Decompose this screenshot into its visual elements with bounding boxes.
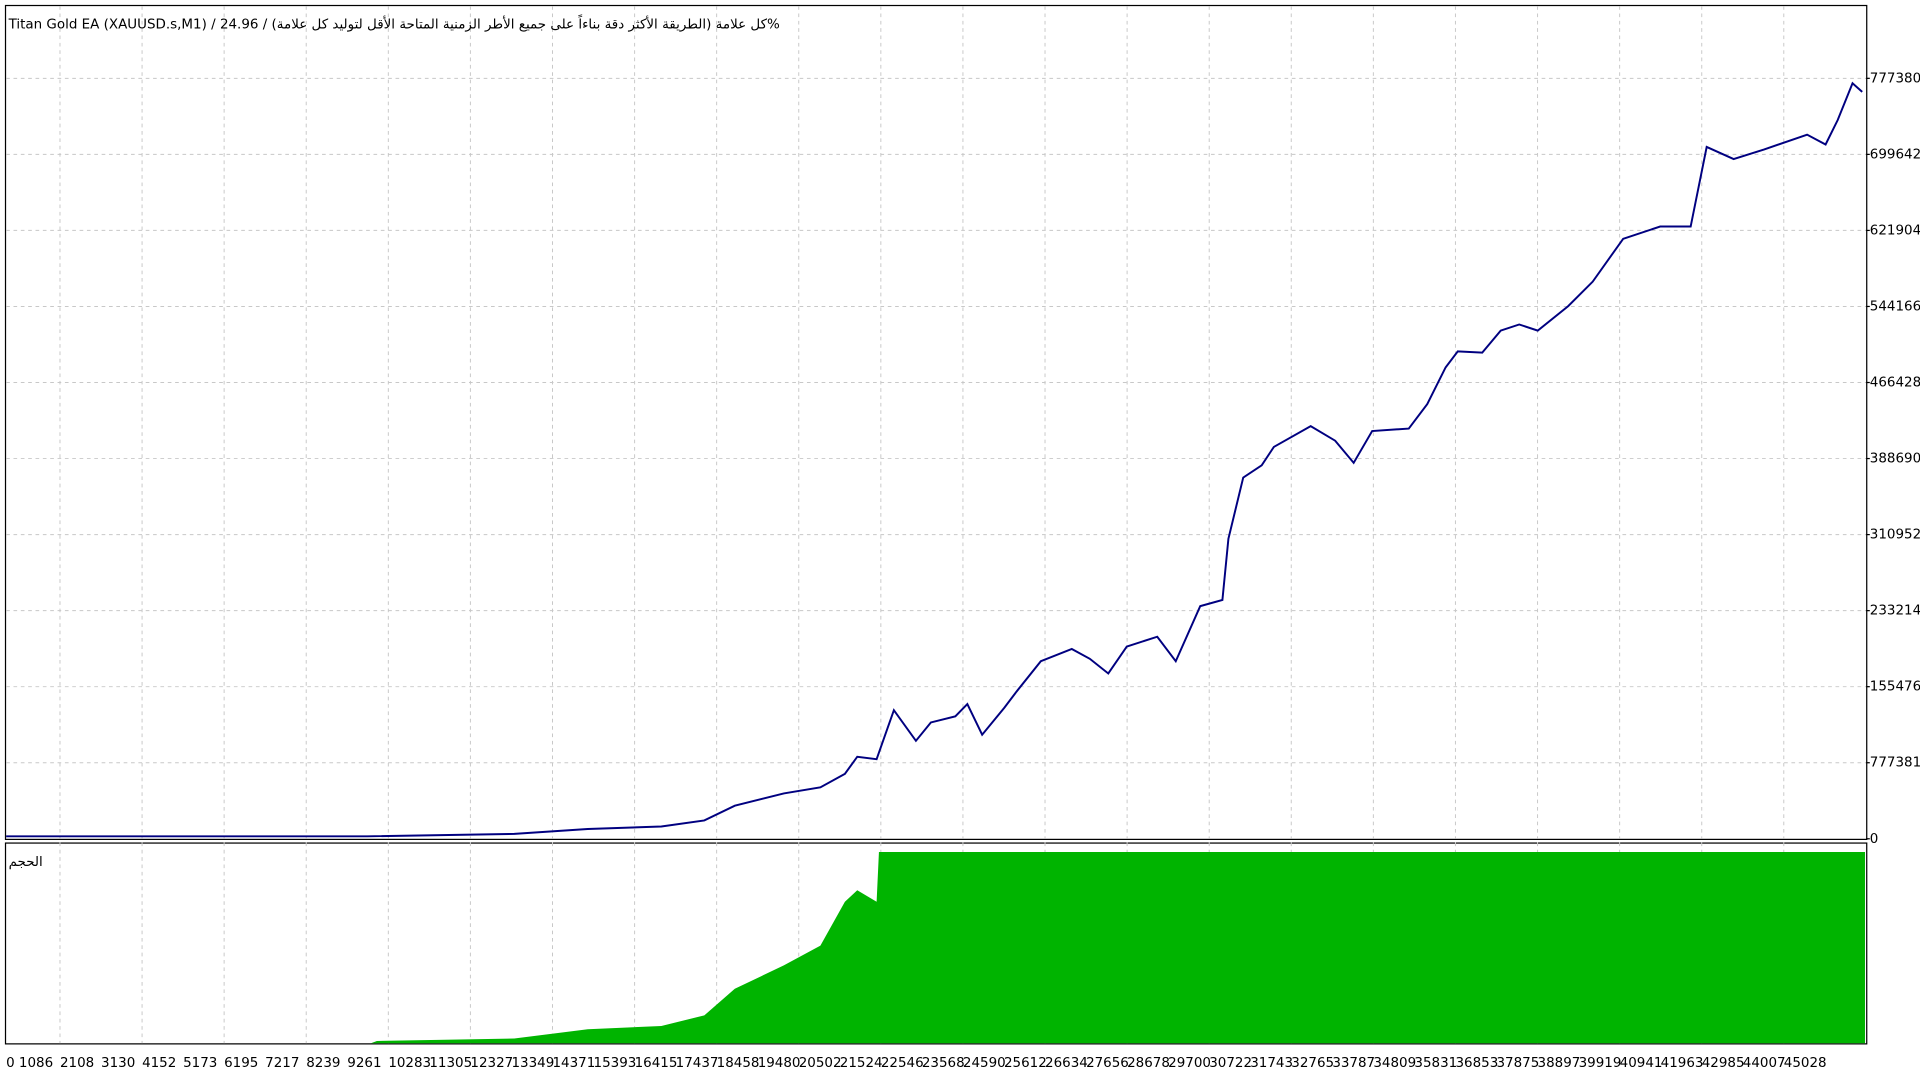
- volume-label: الحجم: [9, 855, 43, 870]
- x-tick-label: 11305: [429, 1056, 472, 1071]
- x-tick-label: 29700: [1168, 1056, 1211, 1071]
- x-tick-label: 34809: [1373, 1056, 1416, 1071]
- x-tick-label: 37875: [1497, 1056, 1540, 1071]
- x-tick-label: 26634: [1045, 1056, 1088, 1071]
- x-tick-label: 41963: [1661, 1056, 1704, 1071]
- x-tick-label: 24590: [963, 1056, 1006, 1071]
- x-tick-label: 7217: [265, 1056, 299, 1071]
- x-tick-label: 1086: [19, 1056, 53, 1071]
- x-tick-label: 35831: [1414, 1056, 1457, 1071]
- x-tick-label: 5173: [183, 1056, 217, 1071]
- x-tick-label: 3130: [101, 1056, 135, 1071]
- chart-title: Titan Gold EA (XAUUSD.s,M1) / كل علامة (…: [8, 14, 780, 33]
- x-tick-label: 13349: [511, 1056, 554, 1071]
- x-tick-label: 6195: [224, 1056, 258, 1071]
- y-tick-label: 0: [1870, 832, 1879, 847]
- x-tick-label: 16415: [635, 1056, 678, 1071]
- x-tick-label: 30722: [1209, 1056, 1252, 1071]
- x-tick-label: 42985: [1702, 1056, 1745, 1071]
- x-tick-label: 28678: [1127, 1056, 1170, 1071]
- x-tick-label: 15393: [594, 1056, 637, 1071]
- x-tick-label: 9261: [347, 1056, 381, 1071]
- x-tick-label: 25612: [1004, 1056, 1047, 1071]
- grid: [6, 6, 1867, 1044]
- x-tick-label: 23568: [922, 1056, 965, 1071]
- y-tick-label: 4664285: [1870, 376, 1920, 391]
- y-tick-label: 6219046: [1870, 223, 1920, 238]
- volume-pane-frame: [4, 842, 1868, 1045]
- x-tick-label: 21524: [840, 1056, 883, 1071]
- x-tick-label: 20502: [799, 1056, 842, 1071]
- x-tick-label: 27656: [1086, 1056, 1129, 1071]
- x-tick-label: 18458: [717, 1056, 760, 1071]
- x-tick-label: 22546: [881, 1056, 924, 1071]
- y-tick-label: 7773808: [1870, 71, 1920, 86]
- y-tick-label: 5441665: [1870, 299, 1920, 314]
- x-tick-label: 14371: [553, 1056, 596, 1071]
- x-tick-label: 44007: [1743, 1056, 1786, 1071]
- x-tick-label: 36853: [1455, 1056, 1498, 1071]
- x-tick-label: 19480: [758, 1056, 801, 1071]
- main-pane-frame: [4, 4, 1868, 840]
- x-tick-label: 10283: [388, 1056, 431, 1071]
- x-tick-label: 38897: [1538, 1056, 1581, 1071]
- y-tick-label: 3109523: [1870, 528, 1920, 543]
- x-tick-label: 32765: [1291, 1056, 1334, 1071]
- x-tick-label: 8239: [306, 1056, 340, 1071]
- y-tick-label: 777381: [1870, 756, 1920, 771]
- balance-line: [6, 81, 1863, 838]
- y-tick-label: 3886904: [1870, 452, 1920, 467]
- volume-area: [6, 852, 1866, 1044]
- x-tick-label: 2108: [60, 1056, 94, 1071]
- y-tick-label: 1554762: [1870, 680, 1920, 695]
- x-tick-label: 12327: [470, 1056, 513, 1071]
- x-tick-label: 39919: [1579, 1056, 1622, 1071]
- x-tick-label: 33787: [1332, 1056, 1375, 1071]
- x-tick-label: 40941: [1620, 1056, 1663, 1071]
- y-tick-label: 2332142: [1870, 604, 1920, 619]
- x-tick-label: 31743: [1250, 1056, 1293, 1071]
- x-tick-label: 45028: [1784, 1056, 1827, 1071]
- marks: [6, 81, 1866, 1044]
- x-tick-label: 0: [6, 1056, 15, 1071]
- y-tick-label: 6996427: [1870, 147, 1920, 162]
- x-tick-label: 17437: [676, 1056, 719, 1071]
- x-tick-label: 4152: [142, 1056, 176, 1071]
